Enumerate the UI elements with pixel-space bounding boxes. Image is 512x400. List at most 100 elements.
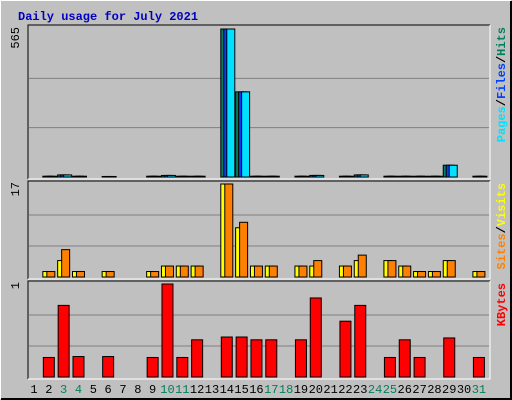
bar	[176, 356, 189, 378]
bar	[476, 271, 486, 278]
x-tick-label: 3	[60, 383, 67, 397]
bar	[179, 265, 189, 278]
x-tick-label: 12	[190, 383, 204, 397]
legend-separator: /	[495, 226, 509, 233]
bar	[253, 265, 263, 278]
panel	[28, 181, 490, 279]
bar	[339, 320, 352, 378]
bar	[63, 174, 73, 178]
bar	[387, 260, 397, 278]
x-tick-label: 9	[149, 383, 156, 397]
panel-light	[28, 181, 491, 280]
bar	[194, 265, 204, 278]
bar	[265, 339, 278, 378]
bar	[191, 339, 204, 378]
x-tick-label: 17	[264, 383, 278, 397]
y-tick-label: 565	[9, 27, 23, 49]
bar	[224, 183, 234, 278]
bar	[226, 28, 236, 178]
bar	[161, 283, 174, 378]
panel-shadow	[27, 280, 490, 379]
bar	[433, 175, 443, 178]
x-tick-label: 2	[45, 383, 52, 397]
bar	[448, 164, 458, 178]
bar	[419, 175, 429, 178]
x-tick-label: 23	[353, 383, 367, 397]
bar	[166, 174, 176, 178]
bar	[77, 175, 87, 178]
bar	[300, 175, 310, 178]
legend: KBytes	[495, 283, 509, 326]
bar	[398, 339, 411, 378]
bar	[359, 174, 369, 178]
bar	[152, 175, 162, 178]
legend-separator: /	[495, 99, 509, 106]
bar	[235, 336, 248, 378]
bar	[446, 260, 456, 278]
bar	[250, 339, 263, 378]
x-tick-label: 22	[338, 383, 352, 397]
panel-shadow	[27, 180, 490, 279]
x-tick-label: 18	[279, 383, 293, 397]
bar	[315, 174, 325, 178]
bar	[417, 271, 427, 278]
bar	[72, 356, 85, 378]
x-tick-label: 26	[398, 383, 412, 397]
bar	[196, 175, 206, 178]
x-tick-label: 13	[205, 383, 219, 397]
x-tick-label: 10	[160, 383, 174, 397]
bar	[354, 304, 367, 378]
bar	[46, 271, 56, 278]
x-tick-label: 27	[412, 383, 426, 397]
bar	[241, 91, 251, 178]
y-tick-label: 17	[9, 182, 23, 196]
x-tick-label: 28	[427, 383, 441, 397]
bar	[344, 175, 354, 178]
bar	[255, 175, 265, 178]
bar	[57, 304, 70, 378]
legend: Sites/Visits	[495, 183, 509, 269]
x-tick-label: 30	[457, 383, 471, 397]
x-tick-label: 4	[75, 383, 82, 397]
legend: Pages/Files/Hits	[495, 27, 509, 142]
legend-entry: Hits	[495, 27, 509, 56]
bar	[472, 356, 485, 378]
x-tick-label: 15	[234, 383, 248, 397]
bar	[383, 356, 396, 378]
panel	[28, 25, 490, 179]
bar	[75, 271, 85, 278]
x-tick-label: 1	[30, 383, 37, 397]
x-tick-label: 20	[309, 383, 323, 397]
x-tick-label: 24	[368, 383, 382, 397]
bar	[413, 356, 426, 378]
x-tick-label: 8	[134, 383, 141, 397]
bar	[268, 265, 278, 278]
bar	[102, 356, 115, 378]
legend-separator: /	[495, 56, 509, 63]
x-tick-label: 11	[175, 383, 189, 397]
x-tick-label: 19	[294, 383, 308, 397]
bar	[402, 265, 412, 278]
bar	[443, 337, 456, 378]
bar	[42, 356, 55, 378]
bar	[431, 271, 441, 278]
x-tick-label: 5	[90, 383, 97, 397]
y-tick-label: 1	[9, 282, 23, 289]
x-tick-label: 6	[105, 383, 112, 397]
bar	[239, 221, 249, 278]
bar	[220, 336, 233, 378]
x-tick-label: 29	[442, 383, 456, 397]
chart-title: Daily usage for July 2021	[18, 10, 198, 24]
bar	[146, 356, 159, 378]
x-tick-label: 14	[220, 383, 234, 397]
legend-entry: Visits	[495, 183, 509, 226]
bar	[181, 175, 191, 178]
legend-entry: Files	[495, 63, 509, 99]
bar	[105, 271, 115, 278]
bar	[48, 175, 58, 178]
panel-light	[28, 281, 491, 380]
bar	[478, 175, 488, 178]
